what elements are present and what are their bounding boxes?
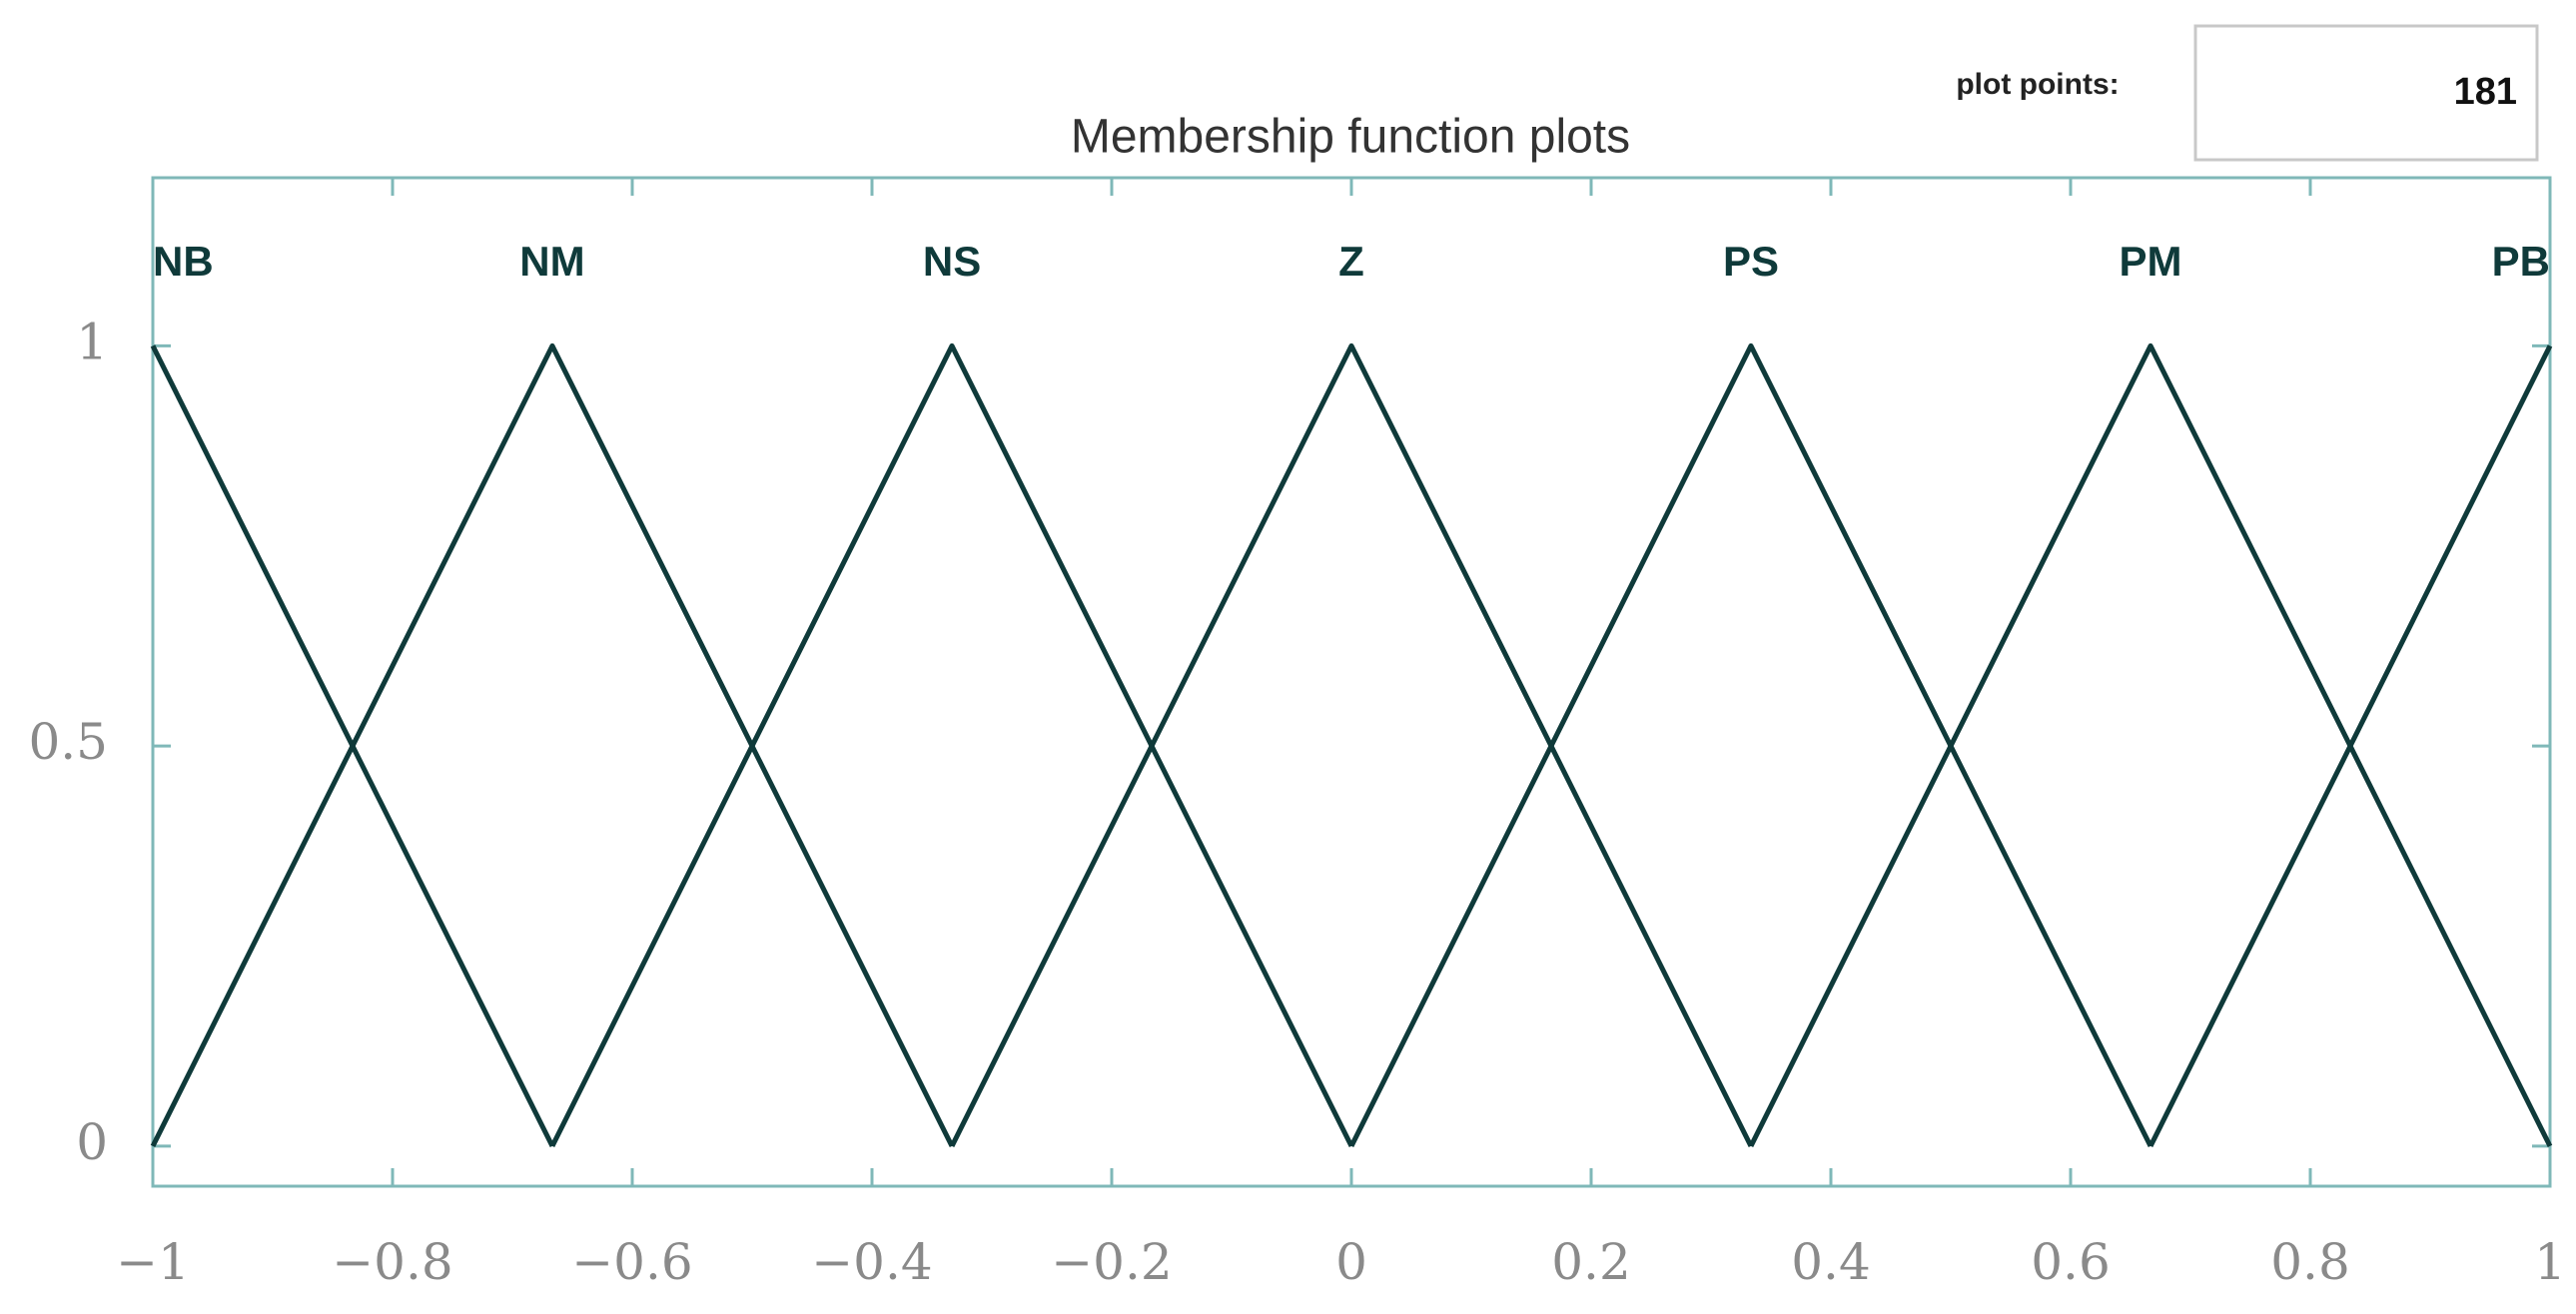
membership-line	[1748, 342, 2553, 1148]
membership-line	[150, 342, 955, 1148]
mf-label: NS	[923, 238, 981, 285]
mf-label: NB	[153, 238, 214, 285]
x-tick-label: −0.8	[332, 1233, 452, 1291]
mf-label: PM	[2120, 238, 2182, 285]
y-tick-label: 0	[76, 1113, 108, 1171]
x-tick-label: 0	[1335, 1233, 1367, 1291]
mf-label: NM	[519, 238, 584, 285]
plot-points-value[interactable]: 181	[2454, 71, 2517, 113]
plot-area	[151, 176, 2552, 1188]
mf-label: PB	[2492, 238, 2550, 285]
x-tick-label: −0.2	[1051, 1233, 1172, 1291]
y-tick-label: 1	[76, 313, 108, 370]
mf-label: Z	[1338, 238, 1364, 285]
x-tick-label: −0.4	[811, 1233, 932, 1291]
membership-line	[549, 342, 1354, 1148]
membership-line	[1348, 342, 2153, 1148]
x-tick-label: −0.6	[571, 1233, 692, 1291]
membership-line	[2147, 344, 2553, 1148]
membership-line	[949, 342, 1754, 1148]
plot-points-box[interactable]	[2193, 24, 2539, 162]
x-tick-label: 1	[2534, 1233, 2566, 1291]
x-tick-label: −1	[116, 1233, 190, 1291]
x-tick-label: 0.8	[2270, 1233, 2350, 1291]
x-tick-label: 0.6	[2031, 1233, 2111, 1291]
chart-title: Membership function plots	[1071, 111, 1630, 164]
plot-points-label: plot points:	[1956, 68, 2119, 101]
x-tick-label: 0.2	[1551, 1233, 1631, 1291]
mf-label: PS	[1723, 238, 1779, 285]
y-tick-label: 0.5	[28, 713, 108, 771]
x-tick-label: 0.4	[1791, 1233, 1871, 1291]
